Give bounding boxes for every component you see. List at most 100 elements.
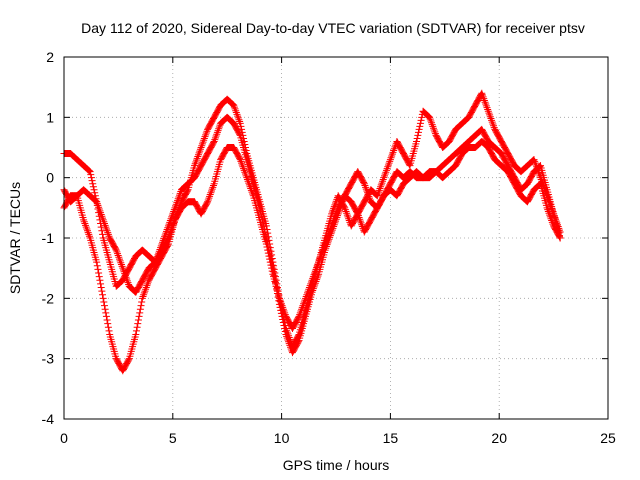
data-point-interp <box>84 227 92 235</box>
data-point-interp <box>249 190 257 198</box>
data-point-interp <box>480 95 488 103</box>
y-tick-label: 0 <box>46 170 54 186</box>
data-point-interp <box>166 229 174 237</box>
data-point-interp <box>100 220 108 228</box>
data-point-interp <box>353 209 361 217</box>
data-point-interp <box>123 275 131 283</box>
data-point-interp <box>361 182 369 190</box>
data-point-interp <box>382 168 390 176</box>
data-point-interp <box>363 187 371 195</box>
data-point <box>308 288 316 296</box>
data-point-interp <box>168 225 176 233</box>
data-point-interp <box>303 291 311 299</box>
data-point-interp <box>176 189 184 197</box>
data-point-interp <box>174 195 182 203</box>
data-point <box>210 137 218 145</box>
data-point-interp <box>284 336 292 344</box>
data-point-interp <box>97 280 105 288</box>
data-point-interp <box>163 226 171 234</box>
data-point-interp <box>169 209 177 217</box>
data-point <box>354 210 362 218</box>
data-point-interp <box>428 121 436 129</box>
data-point-interp <box>134 320 142 328</box>
data-point-interp <box>238 161 246 169</box>
data-point-interp <box>281 328 289 336</box>
data-point-interp <box>125 356 133 364</box>
data-point-interp <box>358 221 366 229</box>
data-point-interp <box>268 267 276 275</box>
data-point-interp <box>172 200 180 208</box>
data-point-interp <box>390 147 398 155</box>
data-point-interp <box>85 167 93 175</box>
data-point-interp <box>169 221 177 229</box>
data-point <box>543 204 551 212</box>
data-point-interp <box>102 225 110 233</box>
data-point-interp <box>202 129 210 137</box>
data-point-interp <box>389 148 397 156</box>
data-point-interp <box>298 303 306 311</box>
data-point-interp <box>286 341 294 349</box>
data-point-interp <box>480 96 488 104</box>
data-point <box>386 156 394 164</box>
data-point-interp <box>113 248 121 256</box>
data-point-interp <box>136 305 144 313</box>
data-point-interp <box>332 197 340 205</box>
data-point-interp <box>547 215 555 223</box>
data-point <box>380 174 388 182</box>
data-point-interp <box>318 249 326 257</box>
data-point-interp <box>96 207 104 215</box>
data-point-interp <box>211 134 219 142</box>
data-point-interp <box>381 172 389 180</box>
data-point-interp <box>277 298 285 306</box>
data-point <box>132 331 140 339</box>
data-point-interp <box>362 183 370 191</box>
data-point-interp <box>241 168 249 176</box>
data-point-interp <box>343 209 351 217</box>
data-point <box>236 156 244 164</box>
data-point-interp <box>356 217 364 225</box>
data-point-interp <box>266 258 274 266</box>
data-point-interp <box>232 109 240 117</box>
data-point-interp <box>307 280 315 288</box>
data-point-interp <box>208 187 216 195</box>
data-point-interp <box>232 107 240 115</box>
data-point-interp <box>102 312 110 320</box>
data-point-interp <box>203 199 211 207</box>
data-point-interp <box>164 235 172 243</box>
data-point-interp <box>205 194 213 202</box>
data-point <box>243 174 251 182</box>
data-point-interp <box>386 157 394 165</box>
data-point-interp <box>122 273 130 281</box>
x-tick-label: 25 <box>600 430 616 446</box>
data-point-interp <box>427 117 435 125</box>
data-point-interp <box>215 123 223 131</box>
data-point-interp <box>94 265 102 273</box>
data-point-interp <box>140 291 148 299</box>
data-point-interp <box>245 179 253 187</box>
data-point-interp <box>364 189 372 197</box>
data-point-interp <box>378 179 386 187</box>
data-point-interp <box>309 285 317 293</box>
data-point <box>99 216 107 224</box>
data-point <box>138 294 146 302</box>
data-point <box>80 216 88 224</box>
data-point-interp <box>233 110 241 118</box>
x-tick-label: 15 <box>383 430 399 446</box>
data-point-interp <box>85 232 93 240</box>
data-point-interp <box>330 217 338 225</box>
data-point-interp <box>283 334 291 342</box>
data-point-interp <box>478 91 486 99</box>
data-point-interp <box>305 283 313 291</box>
data-point-interp <box>279 303 287 311</box>
data-point-interp <box>193 156 201 164</box>
data-point-interp <box>332 209 340 217</box>
data-point-interp <box>144 278 152 286</box>
data-point-interp <box>300 298 308 306</box>
data-point-interp <box>209 183 217 191</box>
y-tick-label: -2 <box>42 290 55 306</box>
data-point-interp <box>236 118 244 126</box>
data-point-interp <box>319 245 327 253</box>
data-point-interp <box>170 206 178 214</box>
data-point-interp <box>201 133 209 141</box>
data-point-interp <box>324 233 332 241</box>
